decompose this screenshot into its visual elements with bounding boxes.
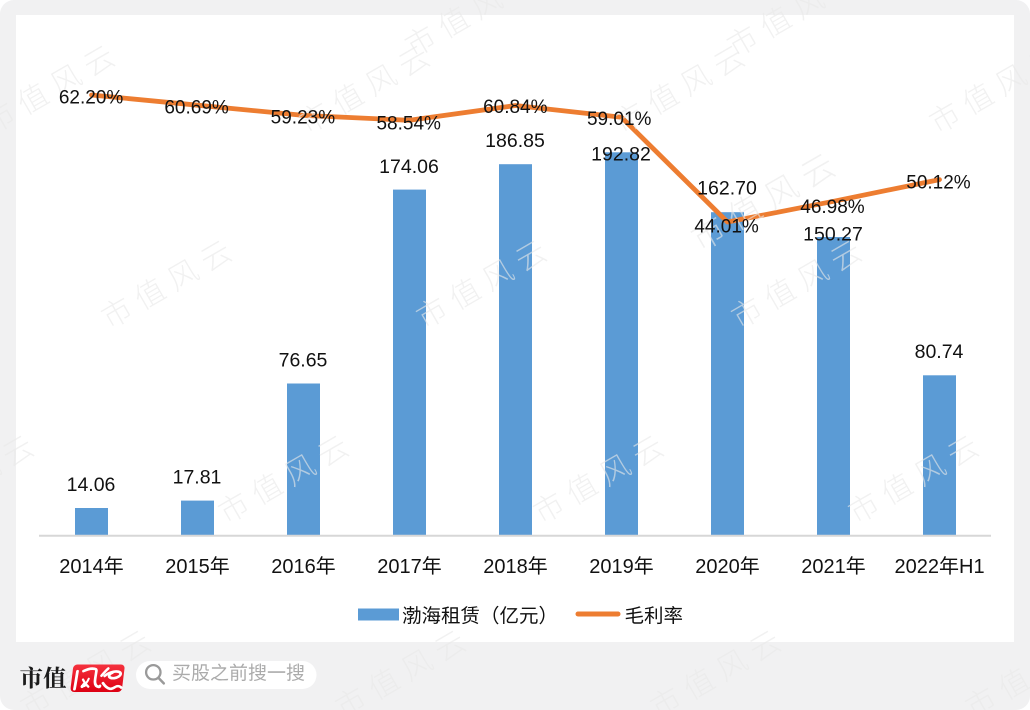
svg-text:2020: 2020 [695,556,740,578]
svg-text:60.84%: 60.84% [483,97,548,118]
svg-text:62.20%: 62.20% [59,87,124,108]
svg-text:174.06: 174.06 [379,156,439,178]
svg-text:2015: 2015 [165,556,210,578]
svg-text:2021: 2021 [801,556,846,578]
svg-text:162.70: 162.70 [697,178,757,200]
svg-text:150.27: 150.27 [803,224,863,246]
svg-text:60.69%: 60.69% [164,97,229,118]
svg-text:50.12%: 50.12% [906,173,971,194]
svg-text:17.81: 17.81 [173,467,222,489]
svg-text:2017: 2017 [377,556,422,578]
svg-text:58.54%: 58.54% [376,113,441,134]
svg-text:76.65: 76.65 [279,350,328,372]
svg-text:2022: 2022 [895,556,940,578]
svg-text:2016: 2016 [271,556,316,578]
svg-text:46.98%: 46.98% [800,197,865,218]
svg-text:186.85: 186.85 [485,130,545,152]
svg-text:59.01%: 59.01% [587,109,652,130]
svg-text:14.06: 14.06 [67,474,116,496]
svg-text:80.74: 80.74 [915,341,964,363]
svg-text:2018: 2018 [483,556,528,578]
svg-text:44.01%: 44.01% [694,217,759,238]
svg-text:192.82: 192.82 [591,143,651,165]
svg-text:2014: 2014 [59,556,104,578]
svg-text:H1: H1 [959,556,985,578]
svg-text:2019: 2019 [589,556,634,578]
svg-text:59.23%: 59.23% [271,107,336,128]
